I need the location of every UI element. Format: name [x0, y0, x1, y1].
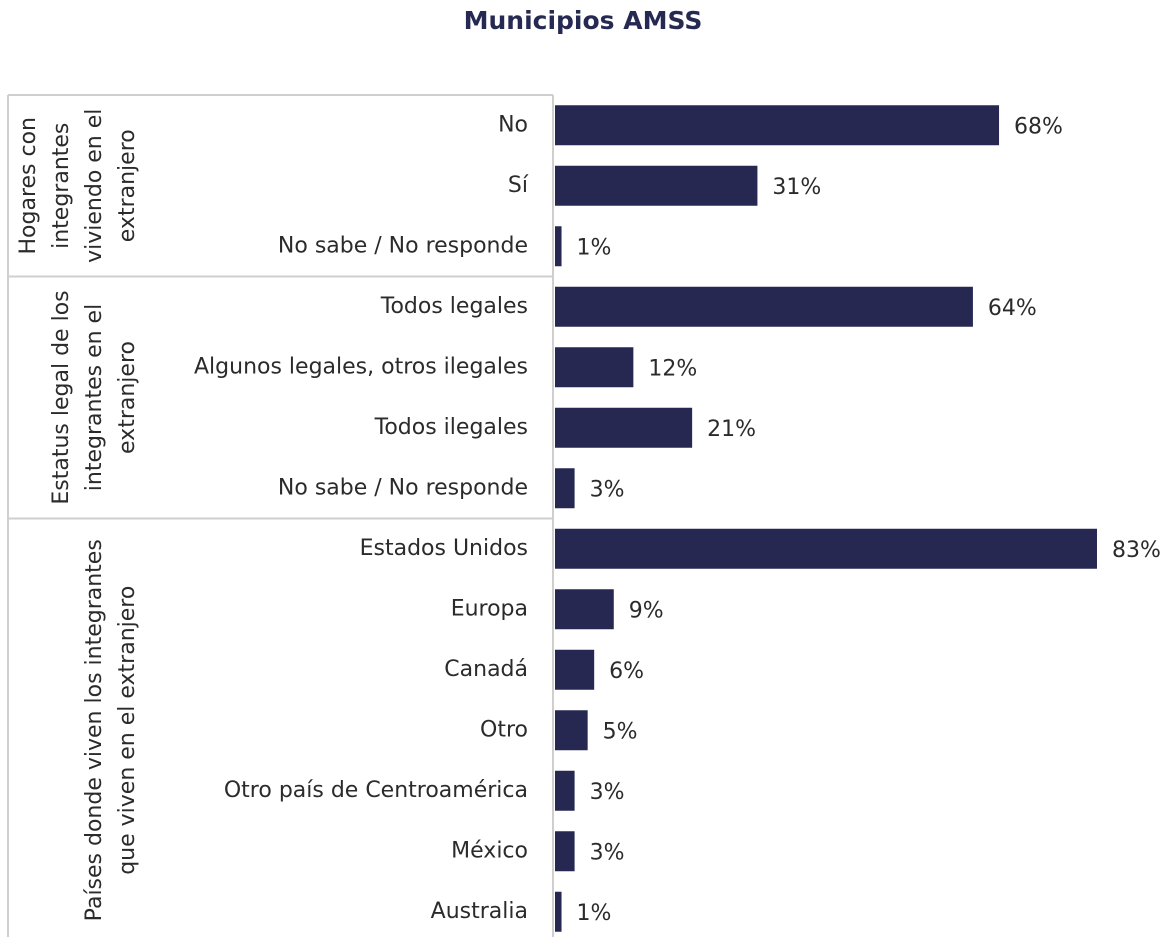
value-label: 1%: [577, 235, 612, 260]
value-label: 68%: [1014, 114, 1063, 139]
category-label: Otro: [480, 717, 528, 742]
value-label: 1%: [577, 901, 612, 926]
value-label: 3%: [590, 780, 625, 805]
bar: [555, 347, 634, 388]
bar: [555, 891, 562, 932]
bar: [555, 770, 575, 811]
category-label: No sabe / No responde: [278, 475, 528, 500]
category-label: México: [451, 838, 528, 863]
bar: [555, 528, 1097, 569]
bar: [555, 589, 614, 630]
value-label: 12%: [648, 356, 697, 381]
group-label: Hogares con integrantes viviendo en el extr…: [16, 109, 140, 263]
bar: [555, 286, 973, 327]
category-label: Europa: [451, 596, 528, 621]
bar: [555, 649, 595, 690]
value-label: 83%: [1112, 538, 1161, 563]
bar: [555, 468, 575, 509]
bar: [555, 407, 693, 448]
value-label: 5%: [603, 719, 638, 744]
category-label: Otro país de Centroamérica: [224, 778, 528, 803]
value-label: 64%: [988, 296, 1037, 321]
category-label: Algunos legales, otros ilegales: [194, 354, 528, 379]
group-label: Estatus legal de los integrantes en el ext…: [49, 290, 140, 504]
category-label: Todos ilegales: [374, 415, 528, 440]
bar: [555, 226, 562, 267]
bar: [555, 105, 1000, 146]
value-label: 3%: [590, 477, 625, 502]
category-label: Sí: [508, 173, 529, 198]
bar: [555, 165, 758, 206]
bar: [555, 710, 588, 751]
chart-title: Municipios AMSS: [464, 6, 703, 35]
category-label: No: [498, 112, 528, 137]
category-label: Todos legales: [380, 294, 528, 319]
bar: [555, 831, 575, 872]
group-label: Países donde viven los integrantes que vi…: [82, 539, 140, 921]
category-label: Estados Unidos: [360, 536, 528, 561]
value-label: 9%: [629, 598, 664, 623]
category-label: Australia: [431, 899, 528, 924]
category-label: Canadá: [444, 657, 528, 682]
value-label: 21%: [707, 417, 756, 442]
value-label: 31%: [772, 175, 821, 200]
category-label: No sabe / No responde: [278, 233, 528, 258]
value-label: 6%: [609, 659, 644, 684]
value-label: 3%: [590, 840, 625, 865]
